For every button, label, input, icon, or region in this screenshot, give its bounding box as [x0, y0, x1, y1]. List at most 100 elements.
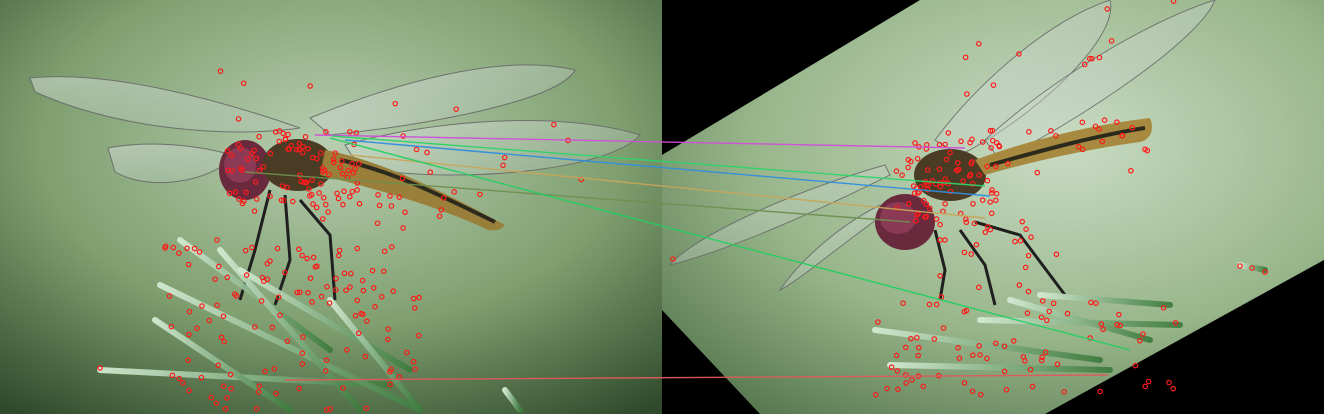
keypoint: [214, 237, 220, 243]
keypoint: [348, 270, 354, 277]
keypoint: [987, 127, 994, 134]
keypoint: [1039, 354, 1045, 360]
keypoint: [1048, 128, 1054, 134]
keypoint: [356, 200, 363, 207]
keypoint: [198, 374, 205, 381]
keypoint: [226, 190, 233, 197]
keypoint: [969, 181, 976, 187]
keypoint: [375, 192, 381, 198]
keypoint: [299, 252, 305, 259]
keypoint: [988, 210, 995, 217]
keypoint: [222, 406, 229, 412]
keypoint: [947, 188, 954, 195]
keypoint: [374, 220, 381, 227]
keypoint: [440, 195, 447, 201]
keypoint: [221, 338, 227, 345]
keypoint: [438, 207, 445, 213]
keypoint: [299, 350, 306, 357]
keypoint: [914, 155, 921, 162]
keypoint: [267, 258, 273, 264]
keypoint: [354, 187, 360, 193]
keypoint: [1086, 55, 1093, 62]
keypoint: [915, 352, 921, 359]
keypoint: [1081, 61, 1088, 68]
keypoint: [229, 167, 236, 174]
keypoint: [261, 278, 267, 285]
keypoint: [1144, 147, 1151, 154]
keypoint: [945, 130, 952, 136]
keypoint: [1012, 238, 1018, 245]
keypoint: [1079, 146, 1086, 153]
keypoint: [322, 201, 329, 208]
keypoint: [251, 208, 258, 214]
keypoint: [914, 334, 920, 341]
keypoint: [1042, 349, 1049, 356]
keypoint: [942, 200, 948, 207]
keypoint: [256, 383, 263, 389]
keypoint: [424, 149, 430, 156]
keypoint: [404, 349, 410, 356]
keypoint: [369, 267, 376, 274]
keypoint: [915, 190, 921, 196]
keypoint: [206, 317, 213, 324]
keypoint: [252, 179, 259, 185]
keypoint: [1108, 38, 1115, 44]
keypoint: [330, 156, 337, 163]
keypoint: [224, 148, 231, 154]
keypoint: [1001, 368, 1008, 375]
keypoint: [335, 195, 342, 202]
keypoint: [300, 143, 306, 150]
keypoint: [318, 293, 325, 300]
keypoint: [325, 209, 331, 215]
keypoint: [989, 137, 996, 144]
keypoint: [299, 361, 306, 367]
keypoint: [97, 365, 103, 371]
keypoint: [296, 140, 303, 147]
keypoint: [294, 289, 300, 296]
keypoint: [325, 171, 332, 178]
keypoint: [228, 152, 235, 159]
right-rotated-image: [662, 0, 1324, 414]
keypoint: [258, 298, 265, 304]
keypoint: [296, 246, 302, 253]
keypoint: [335, 252, 342, 259]
keypoint: [339, 385, 346, 391]
keypoint: [309, 154, 316, 161]
keypoint: [162, 245, 168, 251]
keypoint: [372, 303, 378, 310]
keypoint: [412, 366, 418, 372]
keypoint: [1101, 117, 1108, 124]
keypoint: [354, 297, 361, 304]
keypoint: [982, 229, 989, 236]
left-dragonfly-wings: [29, 64, 641, 184]
keypoint: [330, 159, 337, 166]
match-line: [314, 134, 966, 149]
keypoint: [1054, 361, 1061, 368]
keypoint: [971, 220, 978, 227]
keypoint: [389, 244, 395, 250]
right-image-panel: [662, 0, 1324, 414]
keypoint: [963, 216, 969, 222]
keypoint: [218, 334, 225, 341]
keypoint: [1061, 388, 1067, 395]
keypoint: [1100, 326, 1106, 333]
keypoint: [943, 156, 950, 163]
keypoint: [267, 150, 274, 157]
right-pine-needles: [872, 262, 1268, 388]
keypoint: [1028, 234, 1034, 241]
keypoint: [963, 219, 970, 226]
keypoint: [987, 199, 994, 205]
keypoint: [239, 200, 246, 207]
keypoint: [387, 193, 393, 199]
keypoint: [927, 205, 933, 212]
keypoint: [320, 168, 326, 175]
keypoint: [1046, 308, 1053, 315]
keypoint: [273, 390, 279, 397]
keypoint: [1001, 343, 1008, 350]
keypoint: [380, 268, 387, 275]
keypoint: [953, 167, 960, 174]
keypoint: [937, 237, 943, 243]
keypoint: [895, 386, 901, 393]
keypoint: [1019, 218, 1026, 225]
keypoint: [894, 205, 901, 211]
